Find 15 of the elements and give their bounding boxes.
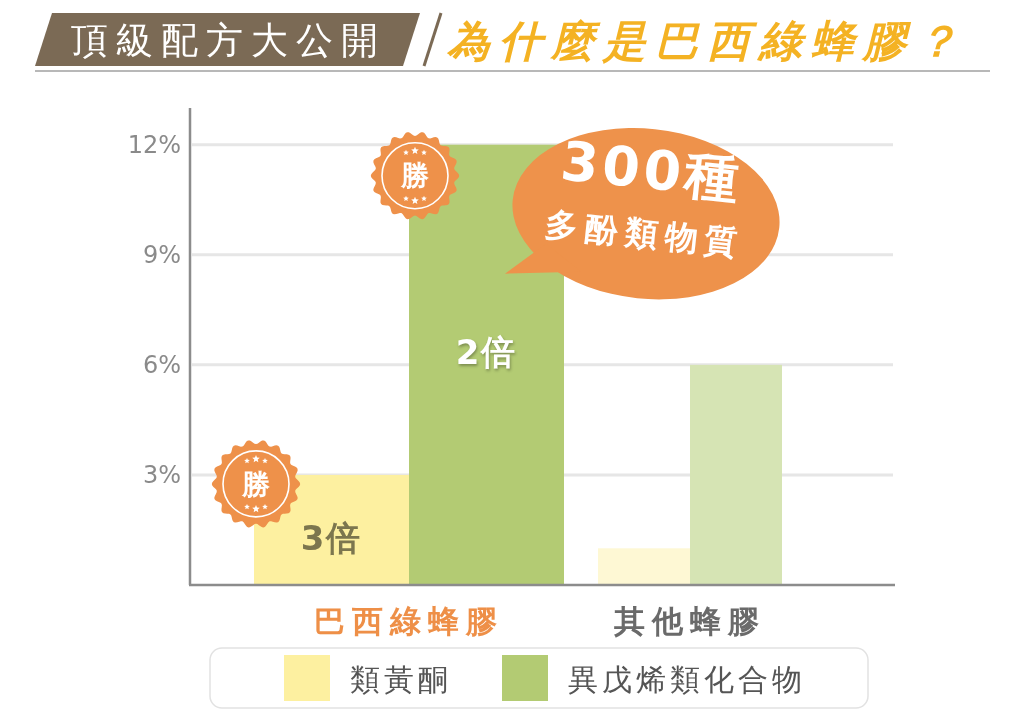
y-tick-label: 9% xyxy=(142,241,181,270)
legend-label: 類黃酮 xyxy=(350,661,452,697)
y-tick-label: 3% xyxy=(142,461,181,490)
x-tick-label: 其他蜂膠 xyxy=(613,602,766,639)
annotation: 3倍 xyxy=(300,517,363,558)
annotation: 勝 xyxy=(400,159,429,193)
y-tick-label: 12% xyxy=(127,131,181,160)
annotation: 多酚類物質 xyxy=(543,203,747,264)
legend-label: 異戊烯類化合物 xyxy=(568,661,806,697)
chart-subtitle: 為什麼是巴西綠蜂膠？ xyxy=(446,16,967,66)
x-tick-label: 巴西綠蜂膠 xyxy=(314,602,504,639)
y-tick-label: 6% xyxy=(142,351,181,380)
annotation: 勝 xyxy=(241,467,270,501)
annotation: 2倍 xyxy=(455,331,518,372)
chart-title: 頂級配方大公開 xyxy=(70,19,386,62)
